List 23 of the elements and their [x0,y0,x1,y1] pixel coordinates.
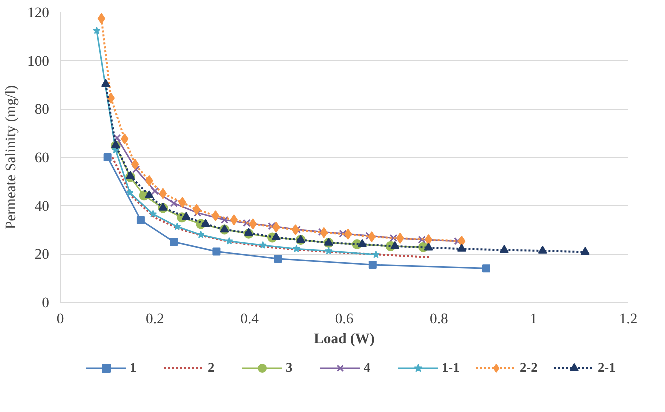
legend-label: 2 [208,360,216,376]
y-tick-label: 60 [34,150,50,166]
y-tick-label: 0 [42,296,50,312]
legend-label: 1 [130,360,138,376]
y-tick-label: 40 [34,198,50,215]
y-tick-label: 80 [34,102,50,118]
y-tick-label: 100 [28,54,50,70]
x-axis-title: Load (W) [314,332,375,348]
x-tick-label: 0.8 [430,312,448,328]
x-tick-label: 0.6 [335,312,354,328]
x-tick-label: 0 [56,312,64,328]
x-tick-label: 0.4 [240,312,260,328]
x-tick-label: 1.2 [619,312,638,328]
x-tick-label: 1 [530,312,538,328]
legend-label: 2-2 [520,360,539,376]
x-tick-label: 0.2 [146,312,164,328]
legend-label: 1-1 [442,360,461,376]
legend-label: 3 [286,360,294,376]
y-tick-label: 20 [34,247,50,264]
y-tick-label: 120 [28,6,50,22]
y-axis-title: Permeate Salinity (mg/l) [4,85,20,230]
legend-label: 2-1 [598,360,617,376]
legend-label: 4 [364,360,372,376]
